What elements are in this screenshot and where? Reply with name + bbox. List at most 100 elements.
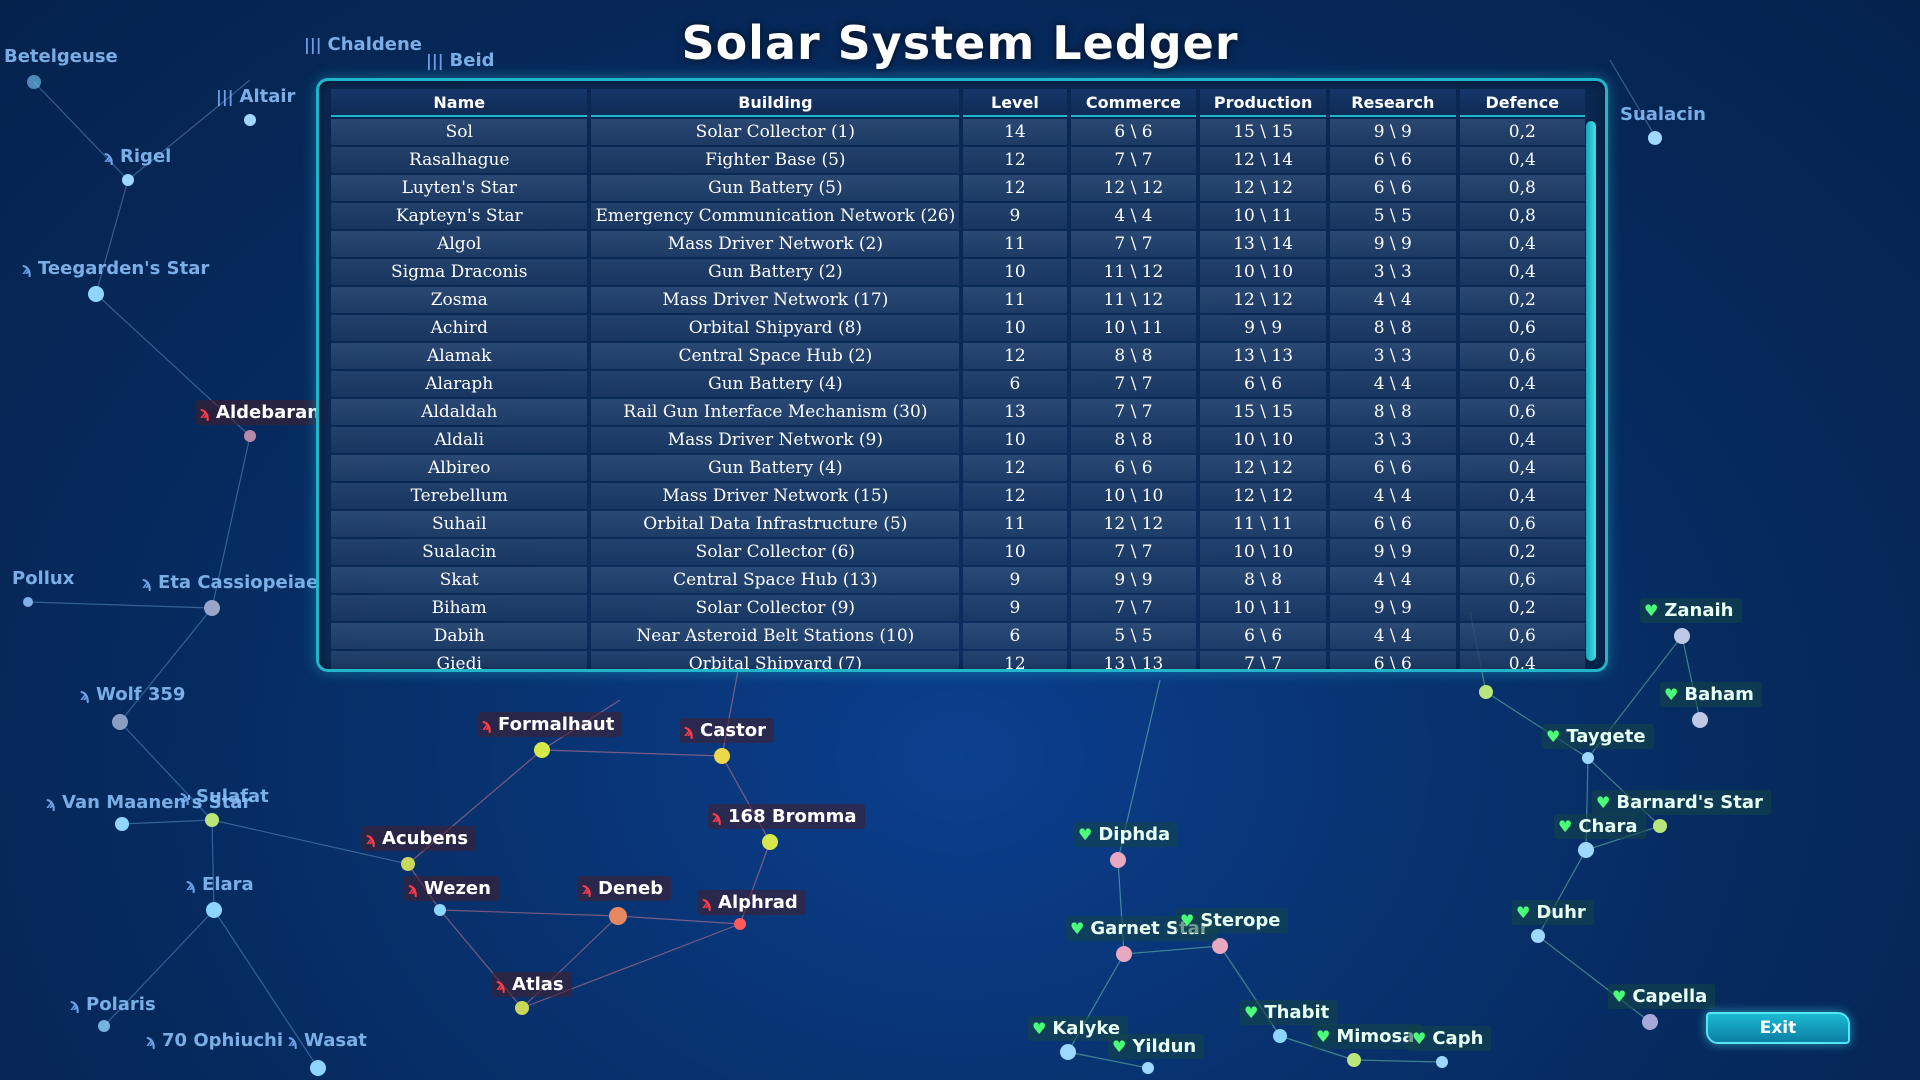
table-row[interactable]: Aldali Mass Driver Network (9) 10 8 \ 8 10 \… [331, 427, 1585, 453]
table-row[interactable]: Biham Solar Collector (9) 9 7 \ 7 10 \ 11 9 \… [331, 595, 1585, 621]
star-label[interactable]: ♥ Chara [1554, 814, 1646, 839]
star-label[interactable]: ϡ 70 Ophiuchi [146, 1030, 283, 1051]
table-row[interactable]: Dabih Near Asteroid Belt Stations (10) 6 5 … [331, 623, 1585, 649]
cell-level: 12 [963, 483, 1067, 509]
star-label[interactable]: ϡ 168 Bromma [708, 804, 865, 829]
star-label[interactable]: ϡ Rigel [104, 146, 172, 167]
star-label[interactable]: ♥ Baham [1660, 682, 1762, 707]
cell-commerce: 10 \ 10 [1070, 483, 1197, 509]
table-row[interactable]: Albireo Gun Battery (4) 12 6 \ 6 12 \ 12 6 \ … [331, 455, 1585, 481]
star-label[interactable]: ϡ Teegarden's Star [22, 258, 210, 279]
star-label[interactable]: ♥ Capella [1608, 984, 1716, 1009]
star-label[interactable]: ♥ Duhr [1512, 900, 1594, 925]
cell-name: Terebellum [331, 483, 588, 509]
star-label[interactable]: ϡ Polaris [70, 994, 156, 1015]
star-label[interactable]: ||| Altair [216, 86, 296, 107]
star-label[interactable]: ♥ Taygete [1542, 724, 1654, 749]
column-header-commerce[interactable]: Commerce [1070, 89, 1197, 117]
table-row[interactable]: Suhail Orbital Data Infrastructure (5) 11 1… [331, 511, 1585, 537]
star-label[interactable]: ♥ Sterope [1176, 908, 1289, 933]
star-label[interactable]: ||| Chaldene [304, 34, 422, 55]
cell-defence: 0,6 [1459, 511, 1585, 537]
table-row[interactable]: Algol Mass Driver Network (2) 11 7 \ 7 13 \ … [331, 231, 1585, 257]
green-faction-emblem-icon: ♥ [1316, 1026, 1331, 1046]
red-faction-emblem-icon: ϡ [408, 878, 419, 898]
star-label[interactable]: ♥ Barnard's Star [1592, 790, 1771, 815]
exit-button[interactable]: Exit [1706, 1012, 1850, 1044]
column-header-building[interactable]: Building [591, 89, 960, 117]
column-header-name[interactable]: Name [331, 89, 588, 117]
table-row[interactable]: Achird Orbital Shipyard (8) 10 10 \ 11 9 \ 9… [331, 315, 1585, 341]
cell-commerce: 7 \ 7 [1070, 539, 1197, 565]
scrollbar-thumb[interactable] [1586, 121, 1596, 661]
green-faction-emblem-icon: ♥ [1412, 1028, 1427, 1048]
star-label[interactable]: ϡ Wezen [404, 876, 499, 901]
cell-defence: 0,2 [1459, 287, 1585, 313]
star-label[interactable]: ϡ Castor [680, 718, 774, 743]
blue-faction-emblem-icon: ϡ [70, 994, 81, 1014]
red-faction-emblem-icon: ϡ [582, 878, 593, 898]
star-label[interactable]: ||| Beid [426, 50, 495, 71]
green-faction-emblem-icon: ♥ [1612, 986, 1627, 1006]
column-header-research[interactable]: Research [1330, 89, 1456, 117]
cell-name: Alamak [331, 343, 588, 369]
cell-research: 9 \ 9 [1330, 231, 1456, 257]
star-label[interactable]: ϡ Sulafat [180, 786, 269, 807]
star-label[interactable]: Sualacin [1620, 104, 1706, 125]
table-row[interactable]: Kapteyn's Star Emergency Communication Ne… [331, 203, 1585, 229]
star-label[interactable]: ♥ Thabit [1240, 1000, 1338, 1025]
table-row[interactable]: Terebellum Mass Driver Network (15) 12 10 \… [331, 483, 1585, 509]
star-label[interactable]: Pollux [12, 568, 75, 589]
star-label[interactable]: ♥ Yildun [1108, 1034, 1205, 1059]
cell-production: 13 \ 13 [1200, 343, 1327, 369]
star-label[interactable]: ϡ Aldebaran [196, 400, 329, 425]
star-label[interactable]: Betelgeuse [4, 46, 118, 67]
star-label[interactable]: ϡ Alphrad [698, 890, 806, 915]
column-header-level[interactable]: Level [963, 89, 1067, 117]
table-row[interactable]: Sol Solar Collector (1) 14 6 \ 6 15 \ 15 9 \ … [331, 119, 1585, 145]
cell-level: 14 [963, 119, 1067, 145]
cell-level: 11 [963, 287, 1067, 313]
table-row[interactable]: Sualacin Solar Collector (6) 10 7 \ 7 10 \ 1… [331, 539, 1585, 565]
table-row[interactable]: Aldaldah Rail Gun Interface Mechanism (30… [331, 399, 1585, 425]
cell-level: 9 [963, 567, 1067, 593]
star-label[interactable]: ϡ Atlas [492, 972, 572, 997]
star-label[interactable]: ϡ Deneb [578, 876, 672, 901]
blue-faction-emblem-icon: ||| [426, 50, 444, 70]
star-label[interactable]: ϡ Eta Cassiopeiae [142, 572, 319, 593]
star-label[interactable]: ♥ Caph [1408, 1026, 1492, 1051]
cell-research: 6 \ 6 [1330, 511, 1456, 537]
cell-level: 10 [963, 539, 1067, 565]
cell-defence: 0,2 [1459, 595, 1585, 621]
star-label[interactable]: ϡ Formalhaut [478, 712, 623, 737]
blue-faction-emblem-icon: ϡ [180, 786, 191, 806]
cell-name: Algol [331, 231, 588, 257]
cell-production: 13 \ 14 [1200, 231, 1327, 257]
scrollbar-track[interactable] [1585, 119, 1597, 665]
column-header-production[interactable]: Production [1200, 89, 1327, 117]
star-label[interactable]: ♥ Mimosa [1312, 1024, 1423, 1049]
cell-level: 9 [963, 595, 1067, 621]
cell-commerce: 8 \ 8 [1070, 427, 1197, 453]
star-label[interactable]: ϡ Wasat [288, 1030, 367, 1051]
table-row[interactable]: Rasalhague Fighter Base (5) 12 7 \ 7 12 \ 14… [331, 147, 1585, 173]
cell-name: Kapteyn's Star [331, 203, 588, 229]
cell-research: 9 \ 9 [1330, 595, 1456, 621]
cell-level: 10 [963, 315, 1067, 341]
cell-commerce: 7 \ 7 [1070, 595, 1197, 621]
table-row[interactable]: Luyten's Star Gun Battery (5) 12 12 \ 12 12 … [331, 175, 1585, 201]
star-label[interactable]: ♥ Diphda [1074, 822, 1179, 847]
table-row[interactable]: Sigma Draconis Gun Battery (2) 10 11 \ 12 10… [331, 259, 1585, 285]
star-label[interactable]: ϡ Van Maanen's Star [46, 792, 252, 813]
column-header-defence[interactable]: Defence [1459, 89, 1585, 117]
star-label[interactable]: ϡ Elara [186, 874, 254, 895]
table-row[interactable]: Zosma Mass Driver Network (17) 11 11 \ 12 12… [331, 287, 1585, 313]
cell-name: Luyten's Star [331, 175, 588, 201]
star-label[interactable]: ϡ Acubens [362, 826, 477, 851]
star-label[interactable]: ♥ Zanaih [1640, 598, 1742, 623]
table-row[interactable]: Alamak Central Space Hub (2) 12 8 \ 8 13 \ 1… [331, 343, 1585, 369]
star-label[interactable]: ϡ Wolf 359 [80, 684, 186, 705]
